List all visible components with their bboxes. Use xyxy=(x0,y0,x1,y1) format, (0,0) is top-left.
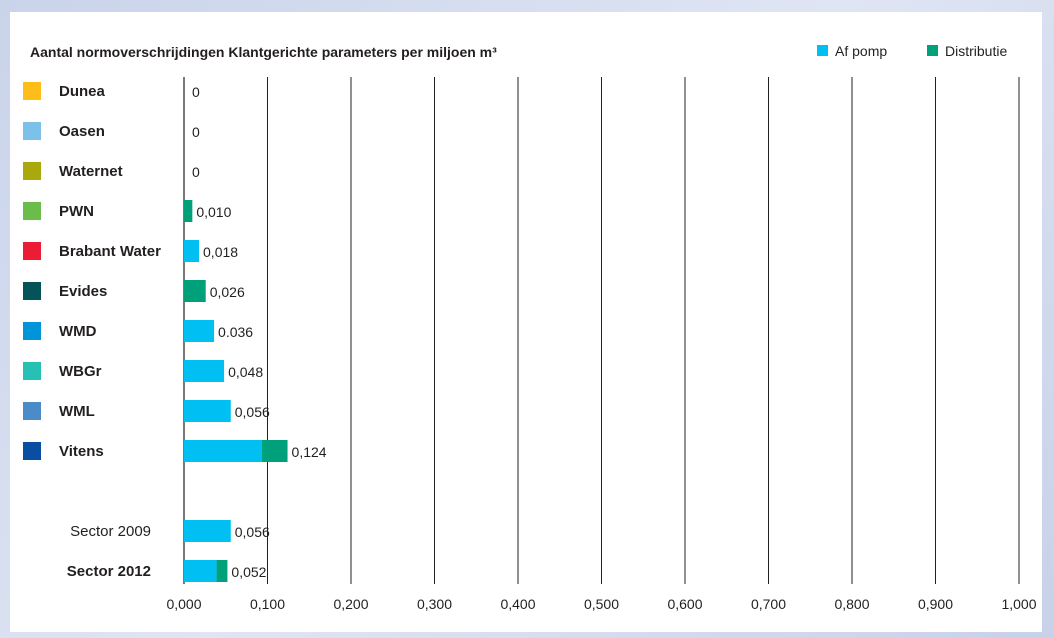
data-label: 0,124 xyxy=(292,444,327,460)
bar-distributie xyxy=(261,440,288,462)
row-evides: Evides 0,026 xyxy=(23,280,245,302)
bar-distributie xyxy=(184,280,206,302)
bar-distributie xyxy=(216,560,228,582)
x-tick-label: 0,300 xyxy=(417,596,452,612)
company-swatch xyxy=(23,122,41,140)
category-label: Waternet xyxy=(59,163,123,180)
row-oasen: Oasen 0 xyxy=(23,122,200,140)
category-label: WMD xyxy=(59,323,97,340)
company-swatch xyxy=(23,322,41,340)
category-label: PWN xyxy=(59,203,94,220)
row-pwn: PWN 0,010 xyxy=(23,200,232,222)
row-wmd: WMD 0.036 xyxy=(23,320,253,342)
legend-label: Distributie xyxy=(945,43,1007,59)
company-swatch xyxy=(23,402,41,420)
x-tick-label: 0,800 xyxy=(834,596,869,612)
category-label: Sector 2012 xyxy=(67,563,151,580)
category-label: Evides xyxy=(59,283,107,300)
data-label: 0,056 xyxy=(235,524,270,540)
x-tick-label: 1,000 xyxy=(1001,596,1036,612)
row-wml: WML 0,056 xyxy=(23,400,270,422)
chart-title: Aantal normoverschrijdingen Klantgericht… xyxy=(30,44,497,60)
bar-af-pomp xyxy=(184,360,225,382)
row-brabant-water: Brabant Water 0,018 xyxy=(23,240,238,262)
bar-af-pomp xyxy=(184,560,217,582)
legend: Af pomp Distributie xyxy=(817,43,1007,59)
legend-label: Af pomp xyxy=(835,43,887,59)
x-tick-label: 0,700 xyxy=(751,596,786,612)
x-axis-ticks: 0,000 0,100 0,200 0,300 0,400 0,500 0,600 0,700… xyxy=(166,596,1036,612)
category-label: Vitens xyxy=(59,443,104,460)
x-tick-label: 0,900 xyxy=(918,596,953,612)
row-dunea: Dunea 0 xyxy=(23,82,200,100)
legend-item-0: Af pomp xyxy=(817,43,887,59)
legend-swatch xyxy=(927,45,938,56)
bar-distributie xyxy=(184,200,193,222)
company-swatch xyxy=(23,202,41,220)
category-label: Oasen xyxy=(59,123,105,140)
bar-af-pomp xyxy=(184,400,231,422)
data-label: 0,048 xyxy=(228,364,263,380)
x-tick-label: 0,000 xyxy=(166,596,201,612)
data-label: 0,026 xyxy=(210,284,245,300)
x-tick-label: 0,200 xyxy=(333,596,368,612)
row-sector-2012: Sector 2012 0,052 xyxy=(67,560,267,582)
row-waternet: Waternet 0 xyxy=(23,162,200,180)
data-label: 0,052 xyxy=(231,564,266,580)
bar-chart: Aantal normoverschrijdingen Klantgericht… xyxy=(23,43,1037,612)
data-label: 0,018 xyxy=(203,244,238,260)
company-swatch xyxy=(23,442,41,460)
row-sector-2009: Sector 2009 0,056 xyxy=(70,520,270,542)
data-label: 0.036 xyxy=(218,324,253,340)
bar-af-pomp xyxy=(184,240,200,262)
x-tick-label: 0,400 xyxy=(500,596,535,612)
data-label: 0 xyxy=(192,124,200,140)
bar-rows: Dunea 0 Oasen 0 Waternet 0 PWN 0,010 Brabant Wat… xyxy=(23,82,327,582)
data-label: 0,010 xyxy=(196,204,231,220)
bar-af-pomp xyxy=(184,320,215,342)
category-label: WML xyxy=(59,403,95,420)
data-label: 0,056 xyxy=(235,404,270,420)
x-tick-label: 0,500 xyxy=(584,596,619,612)
x-tick-label: 0,600 xyxy=(667,596,702,612)
gridlines xyxy=(183,77,1020,584)
data-label: 0 xyxy=(192,84,200,100)
company-swatch xyxy=(23,362,41,380)
bar-af-pomp xyxy=(184,520,231,542)
category-label: Sector 2009 xyxy=(70,523,151,540)
category-label: WBGr xyxy=(59,363,102,380)
row-wbgr: WBGr 0,048 xyxy=(23,360,263,382)
row-vitens: Vitens 0,124 xyxy=(23,440,327,462)
company-swatch xyxy=(23,162,41,180)
category-label: Dunea xyxy=(59,83,106,100)
x-tick-label: 0,100 xyxy=(250,596,285,612)
legend-swatch xyxy=(817,45,828,56)
chart-card: Aantal normoverschrijdingen Klantgericht… xyxy=(10,12,1042,632)
bar-af-pomp xyxy=(184,440,262,462)
category-label: Brabant Water xyxy=(59,243,161,260)
company-swatch xyxy=(23,82,41,100)
legend-item-1: Distributie xyxy=(927,43,1007,59)
company-swatch xyxy=(23,242,41,260)
company-swatch xyxy=(23,282,41,300)
data-label: 0 xyxy=(192,164,200,180)
